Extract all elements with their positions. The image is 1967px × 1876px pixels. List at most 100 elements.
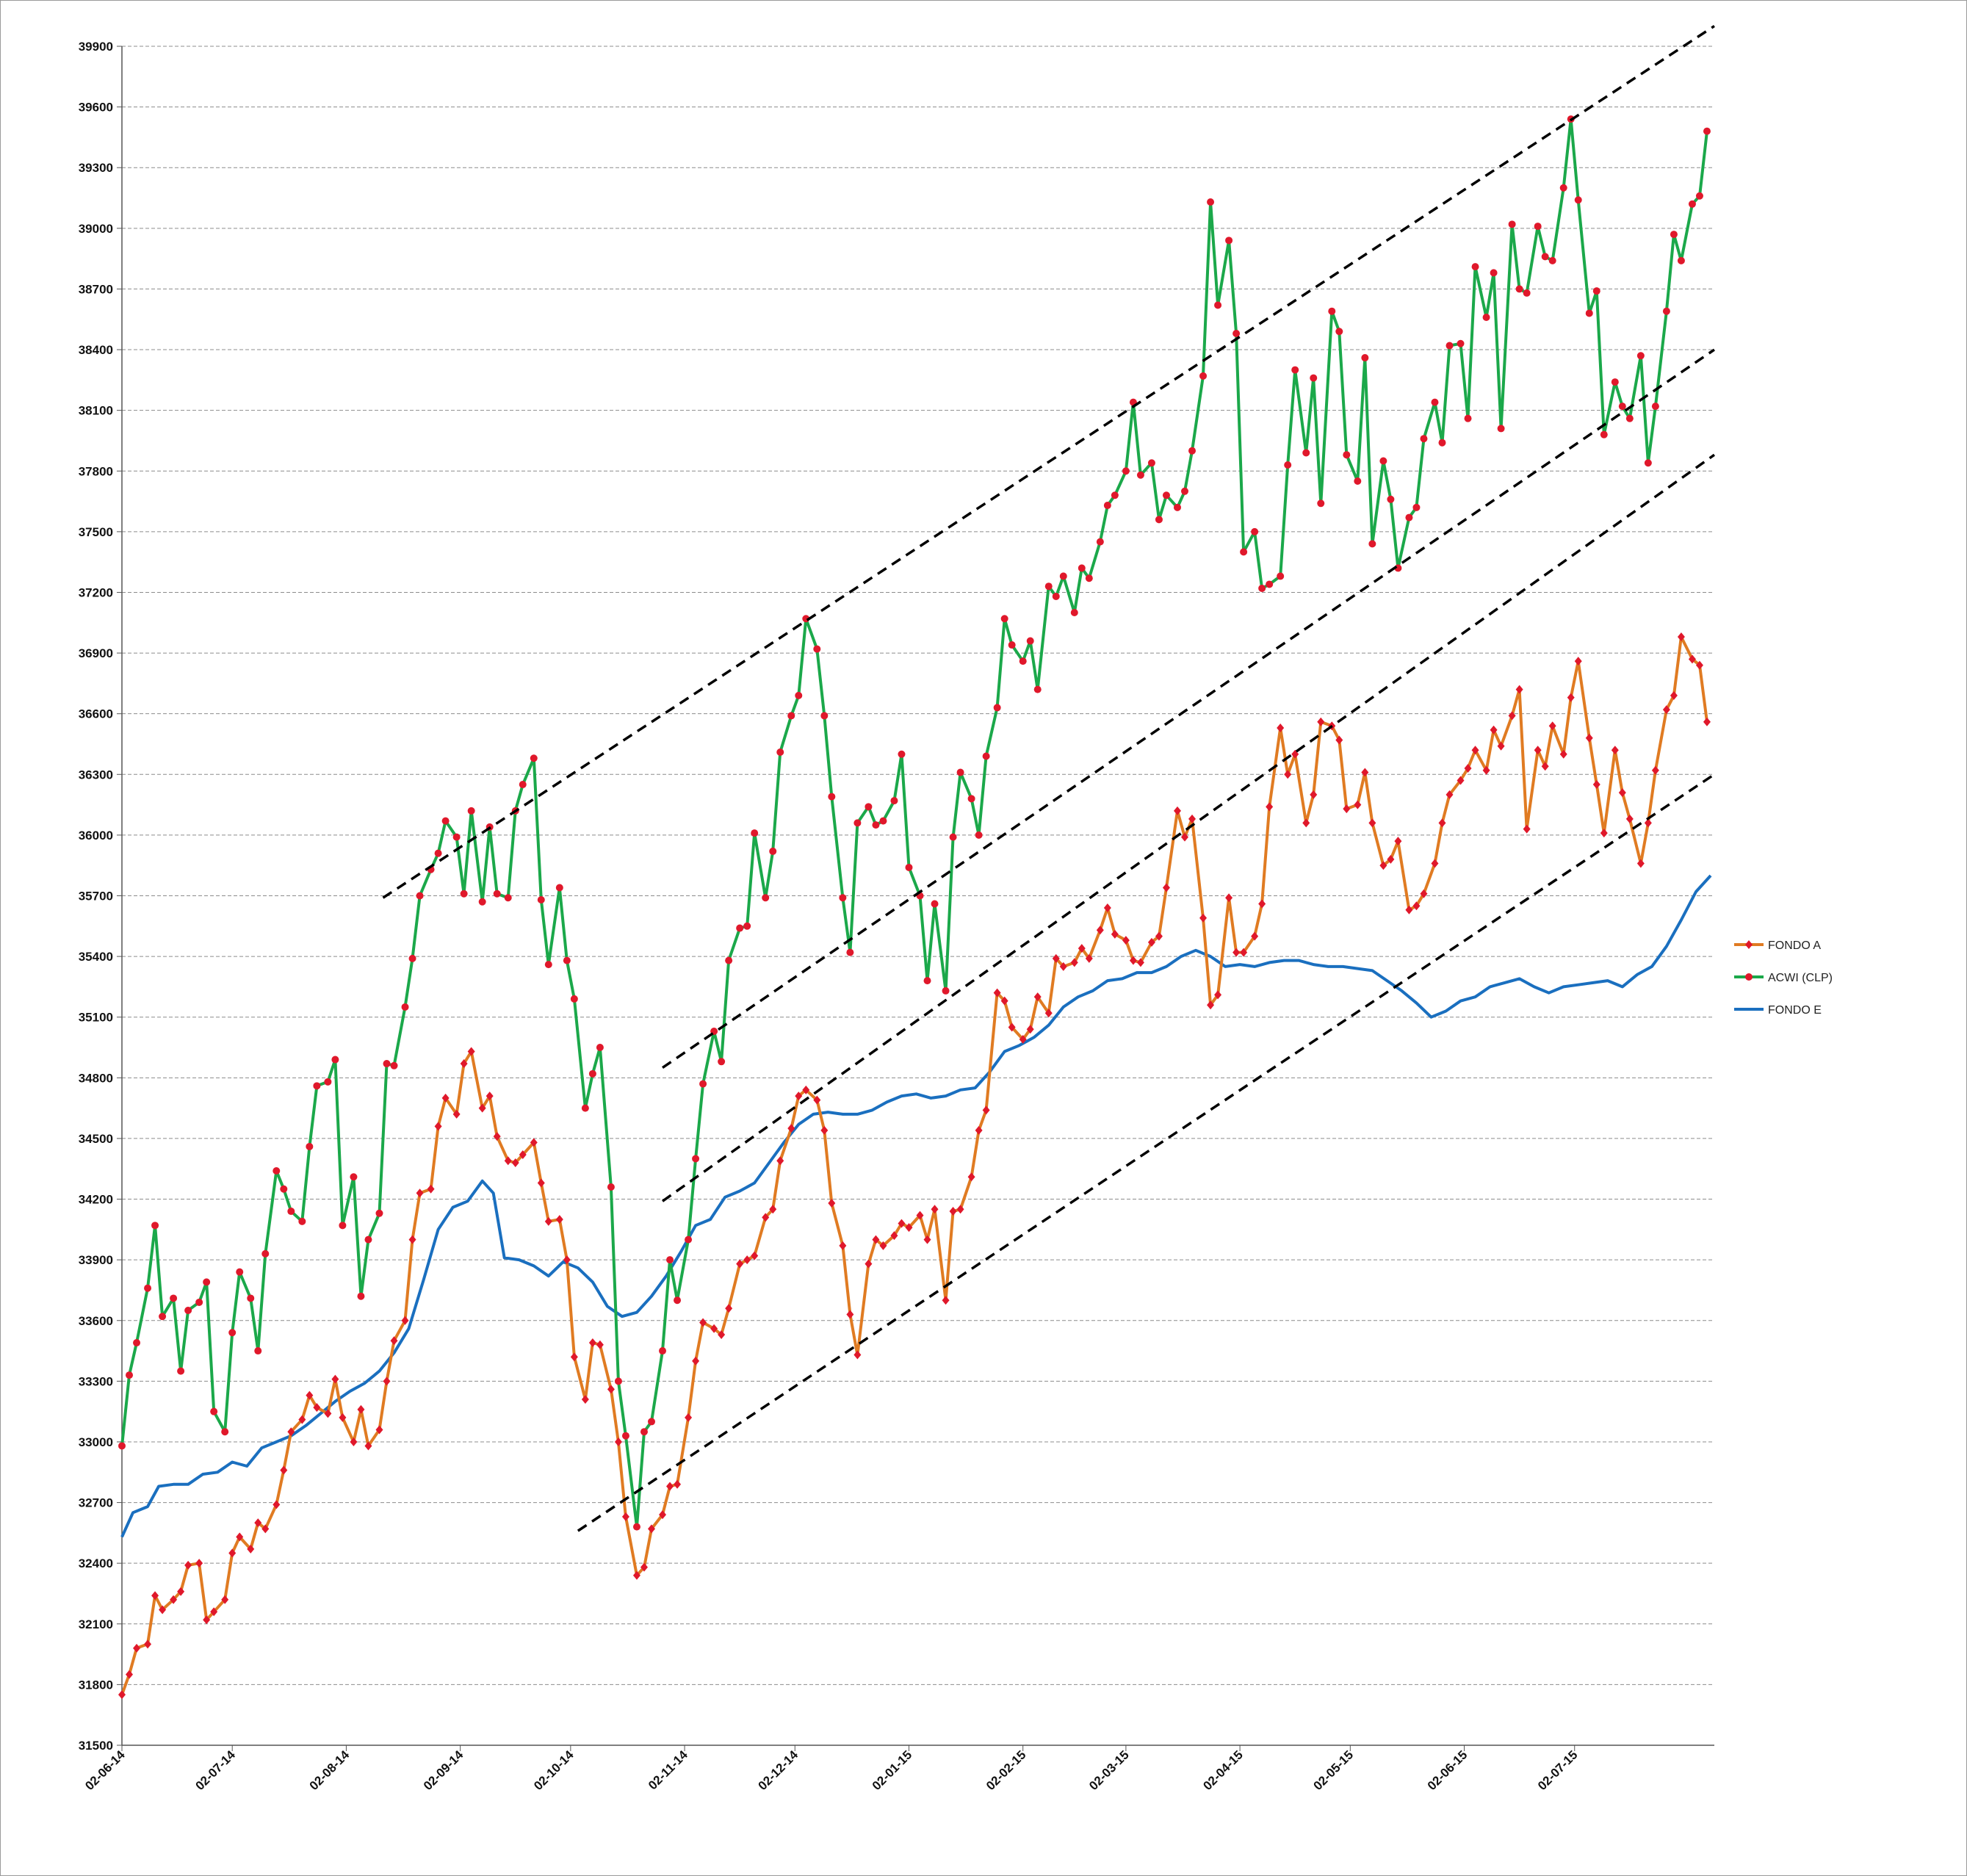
data-point [298, 1217, 306, 1225]
data-point [1000, 615, 1008, 623]
data-point [287, 1427, 295, 1437]
data-point [1078, 944, 1086, 953]
data-point [942, 986, 950, 995]
data-point [390, 1061, 398, 1069]
data-point [306, 1142, 314, 1150]
data-point [1240, 548, 1248, 556]
data-point [1592, 287, 1600, 295]
data-point [1515, 685, 1523, 694]
data-point [1387, 495, 1395, 503]
data-point [685, 1235, 693, 1244]
data-point [184, 1560, 192, 1570]
data-point [1644, 818, 1652, 828]
data-point [581, 1395, 589, 1404]
y-tick-label: 38400 [79, 343, 113, 357]
trend-lines [382, 25, 1716, 1532]
y-tick-label: 37500 [79, 525, 113, 539]
data-point [375, 1209, 383, 1217]
data-point [1070, 609, 1078, 616]
data-point [1008, 1022, 1016, 1032]
legend-item-fondo-a: FONDO A [1734, 939, 1821, 952]
data-point [1059, 572, 1067, 580]
data-point [1147, 459, 1155, 467]
data-point [614, 1377, 622, 1385]
data-point [813, 645, 821, 653]
data-point [1136, 471, 1144, 479]
data-point [596, 1340, 604, 1349]
data-point [1225, 237, 1233, 245]
legend-item-fondo-e: FONDO E [1734, 1004, 1822, 1017]
data-point [879, 1241, 887, 1250]
data-point [441, 817, 450, 825]
data-point [736, 924, 744, 932]
legend-marker [1745, 940, 1753, 949]
x-tick-label: 02-08-14 [307, 1747, 353, 1793]
data-point [1302, 449, 1310, 457]
data-point [1497, 425, 1505, 433]
data-point [1214, 301, 1222, 309]
data-point [1695, 660, 1703, 670]
data-point [555, 1215, 563, 1224]
data-point [313, 1082, 321, 1090]
data-point [736, 1259, 744, 1269]
data-point [570, 995, 578, 1003]
data-point [364, 1235, 372, 1244]
data-point [519, 1150, 527, 1159]
x-tick-label: 02-02-15 [984, 1747, 1029, 1793]
data-point [133, 1339, 141, 1347]
data-point [1677, 632, 1685, 642]
data-point [666, 1482, 674, 1491]
data-point [1291, 366, 1299, 374]
data-point [1394, 837, 1402, 846]
data-point [1695, 192, 1703, 200]
data-point [452, 833, 461, 841]
data-point [247, 1294, 255, 1302]
data-point [1670, 690, 1678, 700]
data-point [588, 1069, 596, 1078]
data-point [795, 691, 803, 699]
data-point [236, 1268, 244, 1276]
data-point [1361, 768, 1369, 777]
data-point [898, 750, 906, 758]
data-point [942, 1296, 950, 1305]
data-point [1155, 516, 1163, 524]
data-point [563, 956, 571, 964]
data-point [1431, 398, 1439, 406]
data-point [221, 1595, 229, 1604]
data-point [674, 1479, 682, 1489]
data-point [530, 754, 538, 762]
data-point [890, 797, 898, 805]
data-point [313, 1403, 321, 1413]
x-axis: 02-06-14 02-07-14 02-08-14 02-09-14 02-10-14… [82, 1745, 1714, 1793]
data-point [126, 1371, 134, 1379]
data-point [203, 1615, 211, 1625]
data-point [504, 894, 512, 902]
data-point [254, 1347, 262, 1355]
data-point [1618, 788, 1626, 798]
data-point [1317, 717, 1325, 726]
x-tick-label: 02-03-15 [1086, 1747, 1132, 1793]
y-tick-label: 33300 [79, 1374, 113, 1388]
data-point [1207, 198, 1215, 206]
data-point [1129, 956, 1137, 965]
data-point [710, 1324, 718, 1333]
data-point [1310, 374, 1318, 382]
data-point [195, 1559, 203, 1568]
data-point [1625, 414, 1634, 422]
y-tick-label: 35700 [79, 890, 113, 903]
data-point [846, 1310, 854, 1319]
data-point [1096, 926, 1104, 935]
data-point [949, 1207, 957, 1216]
data-point [1651, 765, 1659, 775]
data-point [1548, 721, 1556, 731]
data-point [802, 1085, 810, 1094]
data-point [401, 1316, 409, 1325]
data-point [762, 894, 770, 902]
data-point [1361, 354, 1369, 362]
data-point [1368, 540, 1376, 548]
data-point [298, 1415, 306, 1424]
data-point [493, 1132, 501, 1141]
data-point [1379, 457, 1387, 465]
data-point [324, 1078, 332, 1086]
data-point [828, 793, 836, 801]
